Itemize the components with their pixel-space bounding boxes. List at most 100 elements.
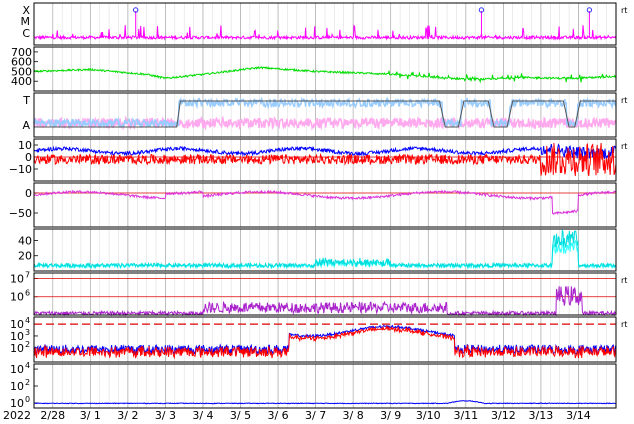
y-tick-label: 10 [18,139,32,152]
panel-grid [52,47,617,91]
flare-marker [132,7,139,13]
panel-frame [33,46,617,92]
x-axis: 2022 2/28 3/ 1 3/ 2 3/ 3 3/ 4 3/ 5 3/ 6 3/ 7 3/ 8… [3,409,591,422]
y-tick-label: 600 [11,56,32,69]
panel-series [33,278,617,317]
y-tick-exponent: 2 [25,340,30,349]
y-tick-label: 10 [10,342,24,355]
panel-imf-bz: 100−10 rt [9,138,627,182]
x-tick-label: 3/14 [566,409,591,422]
y-tick-label: 10 [10,318,24,331]
x-tick-label: 3/ 5 [230,409,251,422]
series-line [33,24,617,41]
x-tick-label: 3/ 4 [192,409,213,422]
y-tick-label: 500 [11,65,32,78]
panel-series [33,323,617,360]
panel-series [33,399,617,405]
right-axis-label: rt [621,96,627,105]
panel-series [33,96,617,131]
y-tick-label: 10 [10,330,24,343]
y-tick-labels: 100−10 [9,139,38,176]
panel-frame [33,2,617,46]
y-tick-exponent: 7 [25,270,30,279]
y-tick-label: 10 [10,397,24,410]
right-axis-label: rt [621,142,627,151]
right-axis-label: rt [621,276,627,285]
panel-frame [33,92,617,138]
x-tick-label: 2/28 [40,409,65,422]
panel-grid [52,229,617,271]
series-line [33,286,617,317]
panel-series [33,189,617,216]
panel-frame [33,138,617,182]
panel-grid [52,364,617,408]
panel-series [33,229,617,270]
y-tick-label: 10 [10,363,24,376]
y-tick-exponent: 6 [25,289,30,298]
y-tick-exponent: 4 [25,361,30,370]
x-tick-label: 3/ 6 [267,409,288,422]
y-tick-exponent: 2 [25,378,30,387]
y-tick-exponent: 0 [25,395,30,404]
panel-series [33,7,617,41]
panel-frame [33,316,617,363]
x-tick-label: 3/ 2 [117,409,138,422]
flare-marker [478,7,485,13]
y-tick-label: 10 [10,272,24,285]
series-line [33,66,617,84]
series-line [34,100,616,128]
y-tick-label: −10 [9,163,32,176]
panel-frame [33,363,617,409]
y-tick-label: X [22,4,30,17]
x-tick-label: 3/ 7 [305,409,326,422]
x-tick-label: 3/11 [453,409,478,422]
series-line [33,399,617,405]
panel-frame [33,228,617,272]
series-line [33,142,617,177]
y-tick-label: 0 [25,187,32,200]
y-tick-label: 700 [11,46,32,59]
y-tick-label: 20 [18,250,32,263]
panel-frame [33,272,617,316]
flare-marker [586,7,593,13]
y-tick-label: −50 [9,207,32,220]
series-line [33,189,617,216]
panel-grid [52,93,617,137]
series-line [33,229,617,270]
x-tick-label: 3/13 [529,409,554,422]
panel-series [33,66,617,84]
panel-frame [33,182,617,228]
panel-electron-flux-high: 10 710 6rt [10,270,627,317]
y-tick-label: 10 [10,291,24,304]
x-tick-label: 3/ 8 [343,409,364,422]
panel-imf-angle: 0 −50 [9,182,617,228]
x-tick-label: 3/10 [416,409,441,422]
x-tick-label: 3/ 3 [155,409,176,422]
y-tick-label: 10 [10,380,24,393]
y-tick-label: T [22,94,30,107]
y-tick-labels: XMC [21,4,31,40]
y-tick-label: 0 [25,151,32,164]
x-tick-label: 3/ 9 [380,409,401,422]
panel-grid [52,183,617,227]
y-tick-label: C [22,27,30,40]
x-tick-label: 3/12 [491,409,516,422]
series-line [33,325,617,360]
y-tick-labels: TA [22,94,30,132]
y-tick-label: 40 [18,234,32,247]
y-tick-label: A [22,119,30,132]
y-tick-label: 400 [11,75,32,88]
x-tick-label: 3/ 1 [80,409,101,422]
panel-series [33,142,617,177]
